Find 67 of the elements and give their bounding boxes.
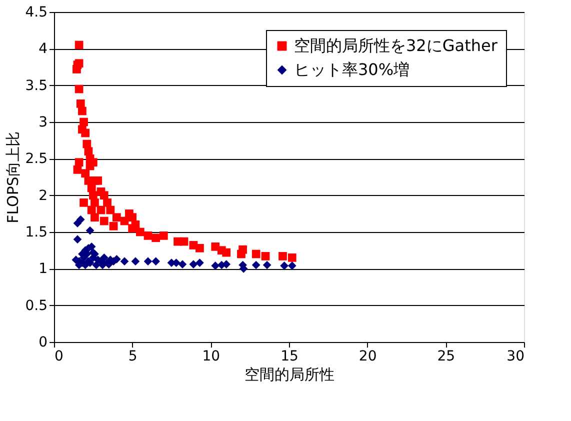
- point: [280, 262, 288, 270]
- point: [178, 260, 187, 268]
- legend-label: ヒット率30%増: [294, 60, 410, 79]
- point: [78, 106, 86, 116]
- x-tick-label: 5: [128, 348, 138, 364]
- point: [262, 260, 272, 270]
- point: [144, 231, 152, 240]
- y-tick-label: 3: [38, 114, 48, 130]
- y-tick-label: 2: [38, 188, 48, 204]
- point: [144, 257, 152, 266]
- point: [252, 250, 260, 258]
- point: [100, 216, 108, 226]
- point: [81, 128, 90, 138]
- point: [252, 260, 260, 270]
- point: [222, 248, 231, 257]
- point: [90, 213, 99, 222]
- point: [74, 158, 84, 167]
- point: [152, 234, 160, 242]
- point: [76, 215, 85, 224]
- point: [80, 198, 88, 207]
- point: [74, 84, 84, 94]
- point: [136, 228, 144, 236]
- point: [109, 222, 118, 230]
- x-tick-label: 10: [202, 348, 220, 364]
- point: [100, 253, 108, 262]
- y-tick-label: 1: [38, 261, 48, 278]
- point: [159, 231, 168, 240]
- legend-label: 空間的局所性を32にGather: [294, 36, 498, 55]
- point: [100, 191, 108, 200]
- y-tick-label: 3.5: [25, 78, 48, 94]
- y-axis-title: FLOPS向上比: [4, 132, 22, 224]
- point: [152, 257, 160, 266]
- y-tick-label: 1.5: [25, 224, 48, 240]
- point: [112, 213, 121, 222]
- point: [120, 257, 129, 266]
- point: [261, 252, 270, 260]
- point: [196, 258, 204, 267]
- point: [106, 206, 115, 214]
- y-tick-label: 4: [38, 41, 48, 58]
- point: [128, 224, 137, 233]
- point: [288, 253, 296, 262]
- x-tick-label: 30: [506, 348, 524, 364]
- y-tick-label: 0.5: [25, 298, 48, 314]
- point: [73, 235, 82, 244]
- y-tick-label: 4.5: [25, 4, 48, 20]
- point: [180, 237, 188, 246]
- x-tick-label: 20: [358, 348, 377, 364]
- point: [196, 244, 204, 252]
- point: [131, 257, 140, 266]
- x-tick-label: 0: [54, 348, 64, 364]
- point: [81, 169, 90, 178]
- y-tick-label: 0: [38, 334, 48, 350]
- point: [74, 40, 84, 50]
- point: [88, 191, 98, 200]
- point: [86, 226, 94, 235]
- point: [128, 213, 137, 222]
- point: [211, 262, 220, 270]
- y-tick-label: 2.5: [25, 151, 48, 168]
- point: [189, 260, 198, 268]
- x-axis-title: 空間的局所性: [244, 366, 334, 384]
- x-tick-label: 25: [437, 348, 456, 364]
- point: [238, 245, 247, 254]
- point: [76, 99, 85, 108]
- point: [288, 262, 296, 270]
- point: [278, 252, 287, 260]
- point: [94, 176, 102, 185]
- x-tick-label: 15: [280, 348, 298, 364]
